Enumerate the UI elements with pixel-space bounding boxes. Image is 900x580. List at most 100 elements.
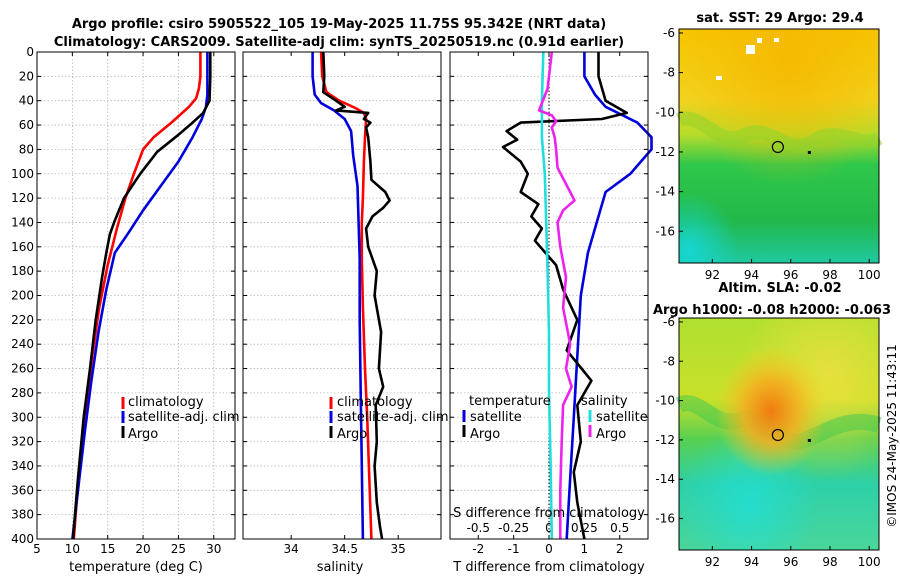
legend-t-argo-label: Argo [470,427,500,442]
legend-argo-label: Argo [128,427,158,442]
figure-title-line2: Climatology: CARS2009. Satellite-adj cli… [54,35,624,50]
x-tick-label: 5 [33,542,41,556]
depth-tick-label: 80 [19,142,34,156]
x-tick-label: 34.5 [331,542,358,556]
lon-tick-label: 94 [744,268,759,282]
cloud-mask-patch [774,38,779,42]
x-tick-label: 1 [581,542,589,556]
series-argo [71,52,212,540]
depth-tick-label: 160 [11,240,34,254]
series-s-satellite [540,51,554,540]
lon-tick-label: 98 [822,555,837,569]
s-tick-label: 0 [545,521,553,535]
lat-tick-label: -12 [655,145,675,159]
depth-tick-label: 200 [11,289,34,303]
cloud-mask-patch [757,38,762,43]
lon-tick-label: 98 [822,268,837,282]
sst-map-ticks: -6 -8 -10 -12 -14 -16 92 94 96 98 100 [655,26,880,282]
depth-tick-label: 0 [26,45,34,59]
series-satellite [311,52,365,540]
salinity-xlabel: salinity [317,560,364,575]
t-difference-xlabel: T difference from climatology [452,560,645,575]
lat-tick-label: -14 [655,185,675,199]
cloud-mask-patch [716,76,722,80]
legend-t-satellite-label: satellite [470,410,522,425]
legend-s-argo-label: Argo [596,427,626,442]
salinity-legend: climatology satellite-adj. clim Argo [329,395,449,442]
depth-tick-label: 220 [11,313,34,327]
lon-tick-label: 92 [705,555,720,569]
legend-climatology-label: climatology [128,395,204,410]
x-tick-label: -2 [472,542,484,556]
lat-tick-label: -8 [663,66,675,80]
depth-tick-label: 300 [11,410,34,424]
depth-tick-label: 120 [11,191,34,205]
x-tick-label: 25 [171,542,186,556]
imos-timestamp: ©IMOS 24-May-2025 11:43:11 [885,344,899,528]
x-tick-label: 0 [545,542,553,556]
legend-salinity-title: salinity [581,394,628,409]
lat-tick-label: -8 [663,354,675,368]
sla-eddy [679,318,879,550]
x-tick-label: 20 [135,542,150,556]
lat-tick-label: -12 [655,433,675,447]
sst-map-frame [678,28,880,264]
salinity-panel: 34 34.5 35 [242,51,442,556]
argo-position-marker [771,140,784,154]
sla-map-subtitle: Argo h1000: -0.08 h2000: -0.063 [653,303,891,318]
lon-tick-label: 100 [858,555,881,569]
float-marker [807,150,811,154]
depth-tick-label: 340 [11,459,34,473]
series-s-argo [537,51,576,539]
depth-tick-label: 140 [11,215,34,229]
lon-tick-label: 92 [705,268,720,282]
s-difference-label: S difference from climatology [453,506,645,521]
lat-tick-label: -16 [655,224,675,238]
depth-tick-label: 20 [19,69,34,83]
difference-panel: -2 -1 0 1 2 -0.5 -0.25 0 0.25 0.5 [449,51,653,556]
temperature-panel: 0 20 40 60 80 100 120 140 160 180 200 220 240 260 280 3… [11,45,236,556]
axes-frame [36,51,236,540]
temperature-xlabel: temperature (deg C) [69,560,203,575]
depth-tick-label: 360 [11,483,34,497]
legend-satellite-label: satellite-adj. clim [337,410,449,425]
x-tick-label: 10 [65,542,80,556]
lon-tick-label: 94 [744,555,759,569]
argo-position-marker [771,428,784,442]
legend-s-satellite-label: satellite [596,410,648,425]
depth-tick-label: 240 [11,337,34,351]
sla-map-ticks: -6 -8 -10 -12 -14 -16 92 94 96 98 100 [655,315,880,569]
axes-frame [449,51,649,540]
depth-tick-label: 100 [11,167,34,181]
s-tick-label: 0.5 [610,521,629,535]
x-tick-label: -1 [508,542,520,556]
sla-map-title: Altim. SLA: -0.02 [718,281,841,296]
lon-tick-label: 96 [783,268,798,282]
x-tick-label: 35 [391,542,406,556]
s-tick-label: 0.25 [571,521,598,535]
depth-tick-label: 180 [11,264,34,278]
depth-tick-label: 280 [11,386,34,400]
lat-tick-label: -6 [663,26,675,40]
sla-map-frame [678,317,880,551]
depth-tick-label: 260 [11,362,34,376]
depth-tick-label: 400 [11,532,34,546]
lon-tick-label: 96 [783,555,798,569]
lat-tick-label: -6 [663,315,675,329]
series-argo [321,51,391,540]
depth-tick-label: 60 [19,118,34,132]
depth-tick-label: 380 [11,508,34,522]
series-t-satellite [565,52,653,540]
sst-map: -6 -8 -10 -12 -14 -16 92 94 96 98 100 [655,26,883,282]
lat-tick-label: -10 [655,394,675,408]
sst-map-title: sat. SST: 29 Argo: 29.4 [696,11,863,26]
axes-frame [242,51,442,540]
lat-tick-label: -16 [655,512,675,526]
legend-temperature-title: temperature [469,394,551,409]
series-t-argo [501,52,629,540]
sst-front [676,111,883,153]
legend-argo-label: Argo [337,427,367,442]
lat-tick-label: -10 [655,105,675,119]
lat-tick-label: -14 [655,472,675,486]
